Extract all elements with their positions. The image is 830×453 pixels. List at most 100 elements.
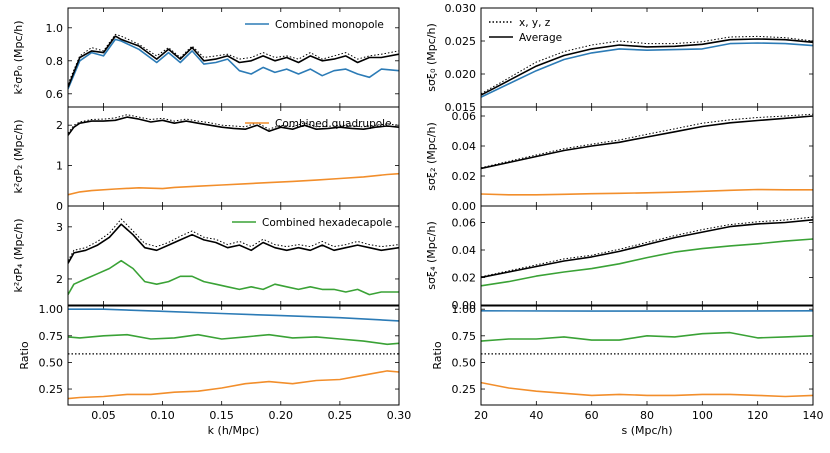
x-tick-label: 80 (640, 409, 654, 422)
series-group (68, 33, 399, 90)
x-tick-label: 0.10 (150, 409, 175, 422)
series-line (481, 238, 813, 287)
series-line (481, 42, 813, 98)
panel-xi2: 0.00 0.02 0.04 0.06 sσξ₂ (Mpc/h) (425, 106, 814, 213)
y-tick-label: 0.06 (452, 217, 477, 230)
series-line (68, 38, 399, 90)
x-tick-label: 20 (474, 409, 488, 422)
axes-frame (480, 106, 814, 207)
series-line (481, 381, 813, 398)
x-tick-label: 0.20 (269, 409, 294, 422)
x-tick-label: 140 (803, 409, 824, 422)
series-line (68, 35, 399, 88)
series-line (68, 172, 399, 196)
series-line (481, 115, 813, 170)
x-tick-label: 0.15 (209, 409, 234, 422)
x-axis-label: k (h/Mpc) (208, 424, 260, 437)
series-line (68, 308, 399, 322)
panel-P0: 0.6 0.8 1.0 k²σP₀ (Mpc/h) Combined monopole (12, 7, 400, 108)
series-group (68, 114, 399, 196)
legend-label: Combined monopole (275, 19, 384, 31)
y-axis-label: Ratio (18, 341, 31, 370)
series-line (68, 370, 399, 400)
series-line (68, 116, 399, 136)
axes-frame (67, 305, 400, 406)
x-tick-label: 0.30 (387, 409, 412, 422)
series-line (68, 33, 399, 85)
y-tick-label: 0.6 (46, 88, 64, 101)
axes-frame (480, 205, 814, 306)
y-axis-label: sσξ₀ (Mpc/h) (425, 23, 438, 92)
y-tick-label: 0.50 (452, 356, 477, 369)
series-line (68, 259, 399, 296)
legend-label: Combined quadrupole (275, 118, 392, 130)
y-tick-label: 0.00 (452, 200, 477, 213)
series-group (481, 216, 813, 287)
y-tick-label: 0 (56, 200, 63, 213)
y-tick-label: 1.00 (39, 303, 64, 316)
y-tick-label: 0.025 (445, 35, 477, 48)
series-line (481, 35, 813, 95)
y-axis-label: k²σP₀ (Mpc/h) (12, 20, 25, 94)
y-tick-label: 0.02 (452, 272, 477, 285)
x-axis-label: s (Mpc/h) (621, 424, 672, 437)
series-line (481, 331, 813, 342)
x-tick-label: 120 (747, 409, 768, 422)
y-tick-label: 1.00 (452, 303, 477, 316)
series-line (68, 333, 399, 346)
y-axis-label: k²σP₄ (Mpc/h) (12, 218, 25, 292)
series-line (68, 218, 399, 261)
panel-P4: 2 3 k²σP₄ (Mpc/h) Combined hexadecapole (12, 205, 400, 306)
panel-xi4: 0.00 0.02 0.04 0.06 sσξ₄ (Mpc/h) (425, 205, 814, 312)
y-tick-label: 0.75 (452, 330, 477, 343)
y-tick-label: 0.25 (452, 383, 477, 396)
y-tick-label: 0.04 (452, 244, 477, 257)
series-line (481, 216, 813, 278)
y-tick-label: 0.75 (39, 330, 64, 343)
series-line (481, 38, 813, 96)
series-line (481, 219, 813, 279)
legend-label: Average (519, 32, 562, 44)
y-axis-label: sσξ₄ (Mpc/h) (425, 221, 438, 290)
axes-frame (67, 205, 400, 306)
series-group (481, 113, 813, 196)
series-group (481, 35, 813, 98)
y-tick-label: 0.25 (39, 383, 64, 396)
x-tick-label: 0.05 (91, 409, 116, 422)
panel-Ratio-s: 20 40 60 80 100 120 140 0.25 0.50 0.75 1.00 Ratio s … (431, 303, 824, 437)
y-tick-label: 0.50 (39, 356, 64, 369)
series-line (481, 188, 813, 196)
series-line (481, 113, 813, 169)
y-tick-label: 0.020 (445, 68, 477, 81)
y-tick-label: 1 (56, 160, 63, 173)
panel-P2: 0 1 2 k²σP₂ (Mpc/h) Combined quadrupole (12, 106, 400, 213)
y-axis-label: sσξ₂ (Mpc/h) (425, 122, 438, 191)
axes-frame (480, 305, 814, 406)
panel-xi0: 0.015 0.020 0.025 0.030 sσξ₀ (Mpc/h) x, y, z A… (425, 2, 814, 114)
y-tick-label: 2 (56, 273, 63, 286)
y-tick-label: 1.0 (46, 22, 64, 35)
y-axis-label: Ratio (431, 341, 444, 370)
series-group (68, 218, 399, 296)
y-tick-label: 0.030 (445, 2, 477, 15)
y-tick-label: 0.8 (46, 55, 64, 68)
x-tick-label: 40 (529, 409, 543, 422)
y-tick-label: 0.00 (452, 299, 477, 312)
legend-label: Combined hexadecapole (262, 217, 392, 229)
y-tick-label: 0.015 (445, 101, 477, 114)
y-tick-label: 0.02 (452, 170, 477, 183)
y-tick-label: 0.04 (452, 140, 477, 153)
x-tick-label: 100 (692, 409, 713, 422)
series-group (481, 309, 813, 398)
y-tick-label: 2 (56, 119, 63, 132)
series-group (68, 308, 399, 400)
y-tick-label: 0.06 (452, 110, 477, 123)
y-tick-label: 3 (56, 221, 63, 234)
y-axis-label: k²σP₂ (Mpc/h) (12, 119, 25, 193)
legend-label: x, y, z (519, 17, 551, 29)
x-tick-label: 60 (585, 409, 599, 422)
panel-Ratio-k: 0.05 0.10 0.15 0.20 0.25 0.30 0.25 0.50 0.75 1.00… (18, 303, 411, 437)
series-line (68, 223, 399, 264)
x-tick-label: 0.25 (328, 409, 353, 422)
